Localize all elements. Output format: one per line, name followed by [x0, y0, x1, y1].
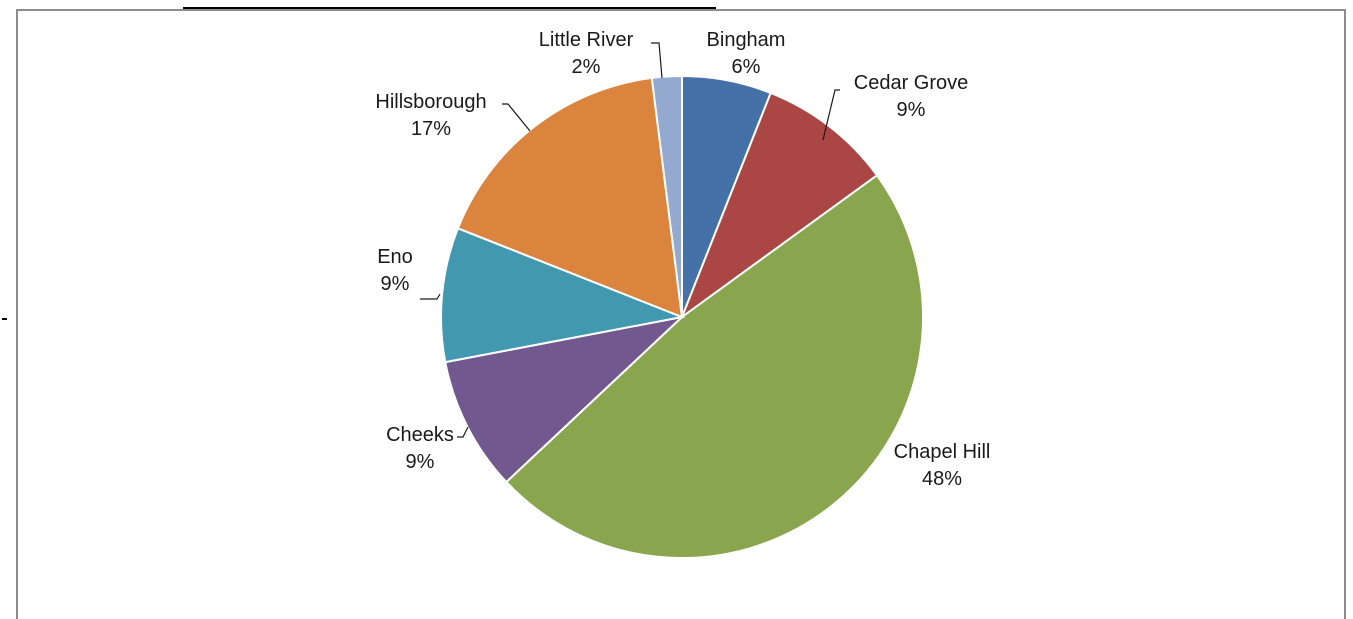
data-label-percent: 48%	[922, 468, 962, 490]
pie-slice-cedar-grove	[679, 91, 879, 320]
leader-line-eno	[420, 293, 441, 300]
data-label-cheeks: Cheeks 9%	[386, 424, 454, 473]
pie-slice-little-river	[650, 74, 683, 318]
data-label-percent: 17%	[411, 118, 451, 140]
data-label-cedar-grove: Cedar Grove 9%	[854, 72, 969, 121]
leader-line-cedar-grove	[822, 89, 840, 141]
data-label-percent: 9%	[897, 99, 926, 121]
data-label-percent: 9%	[381, 273, 410, 295]
data-label-name: Cheeks	[386, 424, 454, 446]
data-label-name: Eno	[377, 246, 413, 268]
data-label-name: Hillsborough	[375, 91, 486, 113]
data-label-eno: Eno 9%	[377, 246, 413, 295]
pie-slice-eno	[440, 226, 686, 364]
data-label-hillsborough: Hillsborough 17%	[375, 91, 486, 140]
leader-line-cheeks	[457, 426, 469, 438]
data-label-percent: 6%	[732, 56, 761, 78]
leader-lines	[420, 42, 840, 438]
data-label-chapel-hill: Chapel Hill 48%	[894, 441, 991, 490]
data-labels: Bingham 6% Cedar Grove 9% Chapel Hill 48% Chee…	[375, 29, 990, 490]
title-underline	[183, 7, 716, 10]
pie-slice-chapel-hill	[504, 173, 925, 559]
data-label-bingham: Bingham 6%	[707, 29, 786, 78]
leader-line-little-river	[651, 42, 663, 79]
pie-slice-cheeks	[444, 315, 686, 484]
pie-slices	[440, 74, 925, 559]
data-label-little-river: Little River 2%	[539, 29, 634, 78]
data-label-name: Cedar Grove	[854, 72, 969, 94]
data-label-name: Little River	[539, 29, 634, 51]
leader-line-hillsborough	[502, 103, 531, 132]
data-label-name: Bingham	[707, 29, 786, 51]
data-label-percent: 9%	[406, 451, 435, 473]
pie-slice-hillsborough	[456, 76, 684, 319]
data-label-percent: 2%	[572, 56, 601, 78]
side-tick-mark	[2, 318, 7, 320]
data-label-name: Chapel Hill	[894, 441, 991, 463]
